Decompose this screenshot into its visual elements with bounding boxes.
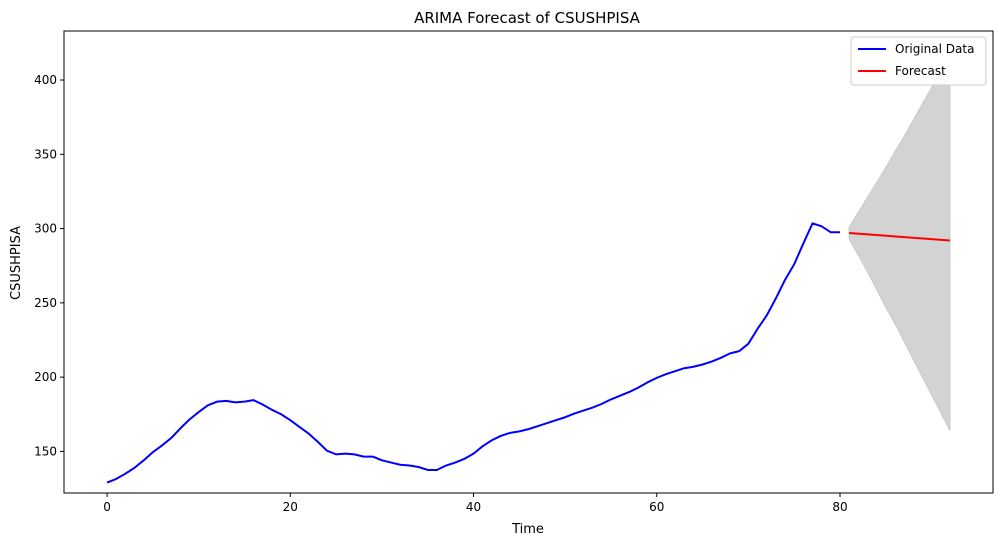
y-tick-label: 350 [34, 147, 57, 161]
series-layer [106, 222, 951, 484]
y-tick-label: 250 [34, 296, 57, 310]
legend: Original Data Forecast [850, 36, 987, 86]
confidence-interval-band [848, 62, 951, 431]
y-tick-label: 200 [34, 370, 57, 384]
x-tick-label: 0 [103, 500, 111, 514]
x-axis-label: Time [511, 522, 544, 537]
original-data-line [106, 222, 840, 484]
y-tick-label: 300 [34, 222, 57, 236]
x-tick-label: 60 [649, 500, 664, 514]
x-axis: 0 20 40 60 80 [103, 493, 848, 514]
forecast-line [849, 232, 951, 242]
x-tick-label: 80 [832, 500, 847, 514]
x-tick-label: 40 [466, 500, 481, 514]
chart-title: ARIMA Forecast of CSUSHPISA [414, 9, 641, 27]
y-tick-label: 400 [34, 73, 57, 87]
x-tick-label: 20 [283, 500, 298, 514]
plot-frame [63, 30, 994, 494]
y-tick-label: 150 [34, 444, 57, 458]
y-axis-label: CSUSHPISA [9, 226, 24, 300]
legend-label-forecast: Forecast [895, 64, 946, 78]
confidence-interval-layer [848, 62, 951, 431]
legend-label-original-data: Original Data [895, 42, 974, 56]
y-axis: 150 200 250 300 350 400 [34, 73, 64, 458]
